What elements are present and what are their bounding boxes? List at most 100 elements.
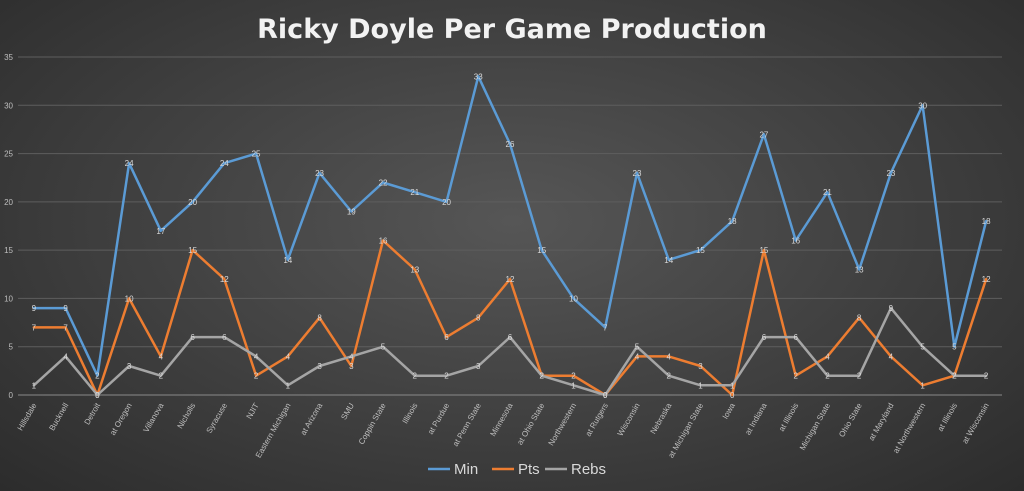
data-label: 4 [825,352,830,361]
series-line-rebs [32,306,988,397]
x-tick-label: Villanova [142,401,166,434]
data-label: 3 [127,362,132,371]
data-label: 4 [349,352,354,361]
y-tick-label: 30 [4,101,13,110]
data-label: 21 [823,188,832,197]
x-tick-label: at Purdue [426,401,451,436]
data-label: 4 [635,352,640,361]
data-label: 2 [254,372,259,381]
data-label: 19 [347,208,356,217]
data-label: 2 [571,372,576,381]
x-tick-label: Ohio State [837,401,864,439]
data-label: 9 [889,304,894,313]
data-label: 1 [698,381,703,390]
data-label: 12 [982,275,991,284]
x-tick-label: Iowa [721,401,738,421]
data-label: 2 [540,372,545,381]
data-label: 2 [444,372,449,381]
x-tick-label: Northwestern [547,402,579,448]
y-tick-label: 35 [4,53,13,62]
data-label: 8 [857,314,862,323]
data-label: 3 [698,362,703,371]
data-label: 7 [603,323,608,332]
chart-title: Ricky Doyle Per Game Production [257,14,767,45]
x-tick-label: Syracuse [205,401,230,435]
data-label: 0 [95,391,100,400]
x-tick-label: Illinois [401,402,420,426]
data-label: 25 [252,150,261,159]
x-axis: Hillsdale Bucknell Detroit at Oregon Villano… [16,401,991,460]
data-label: 8 [476,314,481,323]
data-label: 0 [603,391,608,400]
x-tick-label: at Maryland [867,402,896,443]
data-label: 26 [506,140,515,149]
data-label: 6 [508,333,513,342]
data-label: 3 [317,362,322,371]
data-label: 22 [379,179,388,188]
x-tick-label: at Penn State [451,401,483,448]
data-label: 4 [254,352,259,361]
y-tick-label: 20 [4,198,13,207]
data-label: 30 [918,101,927,110]
data-label: 1 [32,381,37,390]
data-label: 24 [220,159,229,168]
x-tick-label: at Wisconsin [960,402,990,446]
x-tick-label: NJIT [245,401,261,420]
data-labels: 9 922417202425142319222120332615107231415… [32,72,991,400]
legend-label-min: Min [454,461,478,478]
data-label: 23 [886,169,895,178]
data-label: 1 [920,381,925,390]
data-label: 13 [410,265,419,274]
data-label: 7 [63,323,68,332]
data-label: 20 [442,198,451,207]
y-tick-label: 10 [4,294,13,303]
data-label: 6 [444,333,449,342]
x-tick-label: Detroit [83,401,103,427]
x-tick-label: at Ohio State [515,401,546,446]
data-label: 2 [825,372,830,381]
legend: Min Pts Rebs [428,461,606,478]
data-label: 0 [95,391,100,400]
data-label: 15 [759,246,768,255]
data-label: 0 [730,391,735,400]
data-label: 5 [952,343,957,352]
data-label: 5 [635,343,640,352]
data-label: 12 [220,275,229,284]
data-label: 9 [63,304,68,313]
gridlines [18,56,1002,396]
x-tick-label: Eastern Michigan [254,402,293,460]
y-tick-label: 15 [4,246,13,255]
data-label: 2 [95,372,100,381]
x-tick-label: Nicholls [176,402,198,431]
data-label: 1 [571,381,576,390]
data-label: 17 [156,227,165,236]
data-label: 7 [32,323,37,332]
x-tick-label: Minnesota [488,401,515,438]
data-label: 2 [857,372,862,381]
data-label: 6 [793,333,798,342]
x-tick-label: Bucknell [47,401,70,432]
data-label: 0 [603,391,608,400]
x-tick-label: at Illinois [936,402,959,433]
data-label: 8 [317,314,322,323]
x-tick-label: at Oregon [108,402,134,437]
x-tick-label: at Rutgers [584,402,610,438]
x-tick-label: Nebraska [649,401,674,436]
data-label: 5 [381,343,386,352]
y-tick-label: 5 [9,343,14,352]
data-label: 3 [476,362,481,371]
data-label: 23 [315,169,324,178]
x-tick-label: SMU [339,401,356,421]
data-label: 2 [666,372,671,381]
data-label: 4 [889,352,894,361]
series-line-pts [32,239,988,397]
x-tick-label: Hillsdale [16,401,39,432]
data-label: 6 [762,333,767,342]
data-label: 10 [569,294,578,303]
data-label: 2 [159,372,164,381]
data-label: 24 [125,159,134,168]
data-label: 4 [666,352,671,361]
x-tick-label: at Illinois [777,402,800,433]
data-label: 20 [188,198,197,207]
